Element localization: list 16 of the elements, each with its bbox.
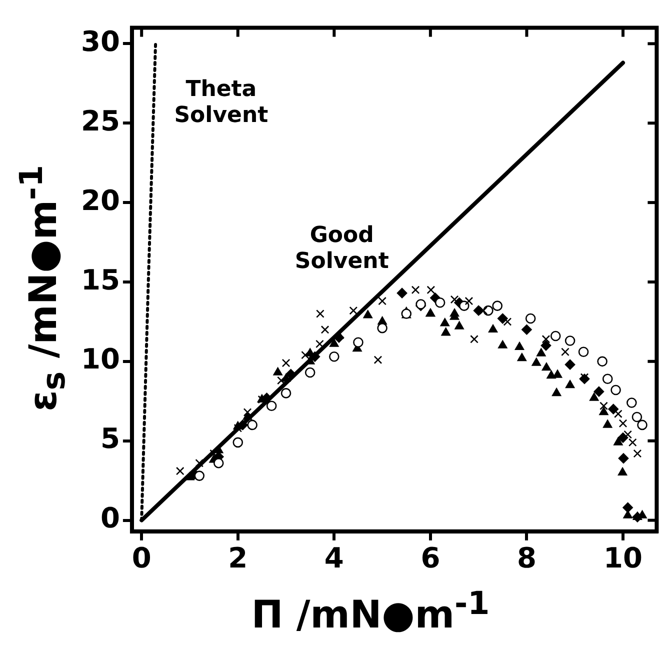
y-tick-label: 15	[80, 263, 120, 296]
annotation: Theta Solvent	[174, 77, 269, 128]
x-tick-label: 2	[228, 541, 248, 574]
y-tick-label: 10	[80, 342, 120, 376]
x-tick-label: 4	[324, 541, 344, 574]
y-tick-label: 30	[80, 24, 120, 58]
y-tick-label: 0	[100, 502, 120, 535]
y-tick-label: 5	[100, 422, 120, 456]
y-tick-label: 20	[80, 184, 120, 217]
x-tick-label: 6	[420, 541, 440, 574]
x-axis-title: Π /mN●m$^{-1}$	[250, 586, 491, 637]
x-tick-label: 10	[604, 541, 642, 574]
annotation: Good Solvent	[294, 223, 390, 274]
x-tick-label: 8	[516, 541, 536, 574]
x-tick-label: 0	[132, 541, 152, 574]
y-tick-label: 25	[80, 104, 120, 138]
